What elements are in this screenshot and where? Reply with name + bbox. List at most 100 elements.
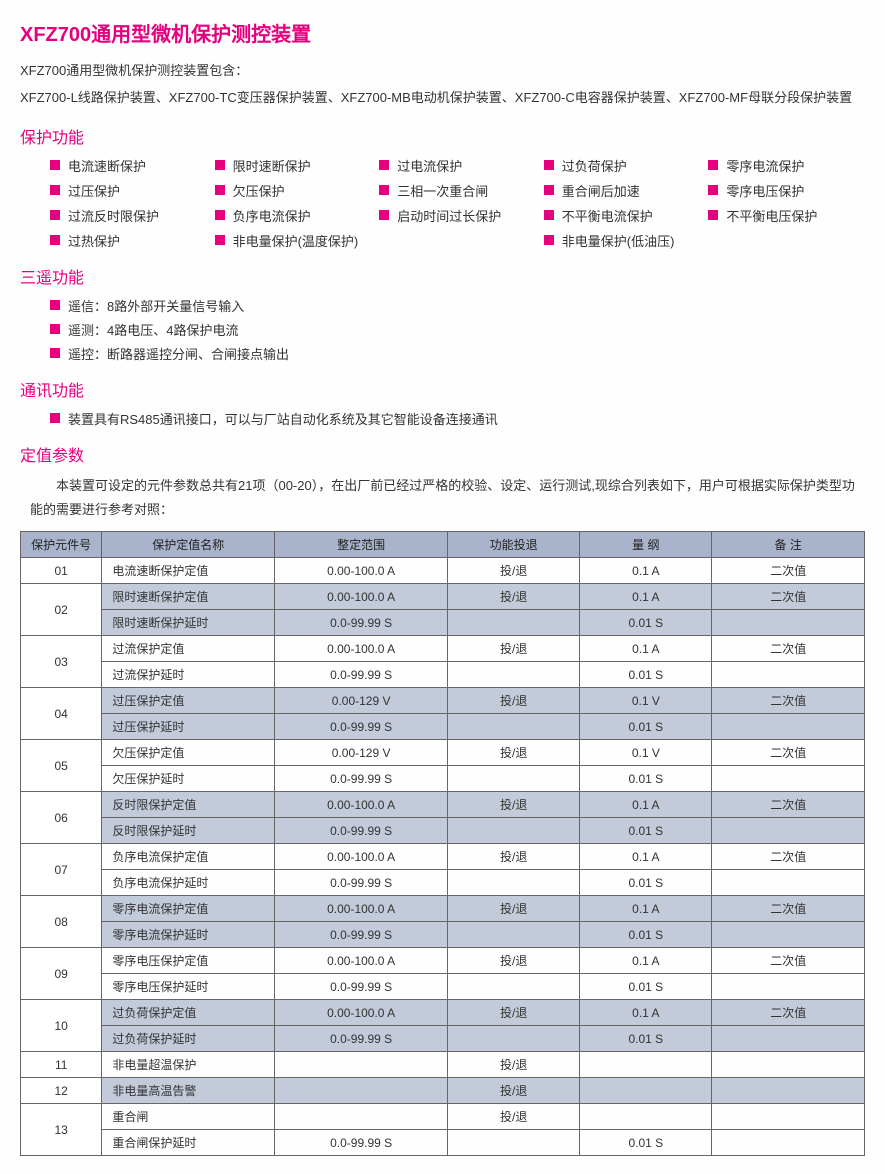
table-row: 零序电压保护延时0.0-99.99 S0.01 S: [21, 974, 865, 1000]
table-cell: 投/退: [448, 948, 580, 974]
table-cell: 0.1 A: [580, 844, 712, 870]
protect-label: 三相一次重合闸: [397, 181, 488, 200]
protect-label: 过电流保护: [397, 156, 462, 175]
table-cell: 反时限保护定值: [102, 792, 275, 818]
table-cell: [275, 1052, 448, 1078]
table-row: 07负序电流保护定值0.00-100.0 A投/退0.1 A二次值: [21, 844, 865, 870]
protect-label: 零序电流保护: [726, 156, 804, 175]
table-cell: 0.00-129 V: [275, 688, 448, 714]
table-row: 限时速断保护延时0.0-99.99 S0.01 S: [21, 610, 865, 636]
table-cell: 0.0-99.99 S: [275, 870, 448, 896]
param-table: 保护元件号保护定值名称整定范围功能投退量 纲备 注01电流速断保护定值0.00-…: [20, 531, 865, 1156]
table-cell: 0.0-99.99 S: [275, 974, 448, 1000]
table-cell: 欠压保护延时: [102, 766, 275, 792]
protect-item: 过压保护: [50, 181, 207, 200]
protect-label: 过负荷保护: [562, 156, 627, 175]
table-row: 08零序电流保护定值0.00-100.0 A投/退0.1 A二次值: [21, 896, 865, 922]
table-cell: [275, 1104, 448, 1130]
bullet-icon: [50, 348, 60, 358]
table-cell: 0.0-99.99 S: [275, 818, 448, 844]
sanyao-label: 遥测：4路电压、4路保护电流: [68, 320, 238, 339]
sanyao-label: 遥信：8路外部开关量信号输入: [68, 296, 244, 315]
table-cell: [580, 1104, 712, 1130]
sanyao-item: 遥信：8路外部开关量信号输入: [50, 296, 865, 315]
table-cell: 二次值: [712, 792, 865, 818]
table-cell: 反时限保护延时: [102, 818, 275, 844]
protect-item: 电流速断保护: [50, 156, 207, 175]
table-row: 反时限保护延时0.0-99.99 S0.01 S: [21, 818, 865, 844]
id-cell: 01: [21, 558, 102, 584]
table-cell: 重合闸: [102, 1104, 275, 1130]
table-cell: 0.0-99.99 S: [275, 1130, 448, 1156]
table-cell: [448, 714, 580, 740]
table-cell: 投/退: [448, 688, 580, 714]
table-cell: 限时速断保护延时: [102, 610, 275, 636]
table-cell: 0.1 A: [580, 948, 712, 974]
bullet-icon: [50, 324, 60, 334]
bullet-icon: [50, 413, 60, 423]
protect-label: 电流速断保护: [68, 156, 146, 175]
table-cell: 投/退: [448, 1052, 580, 1078]
protect-label: 启动时间过长保护: [397, 206, 501, 225]
table-cell: 0.00-100.0 A: [275, 558, 448, 584]
table-cell: 0.1 A: [580, 584, 712, 610]
table-row: 11非电量超温保护投/退: [21, 1052, 865, 1078]
table-cell: 0.01 S: [580, 870, 712, 896]
table-cell: [712, 610, 865, 636]
table-row: 04过压保护定值0.00-129 V投/退0.1 V二次值: [21, 688, 865, 714]
table-row: 过压保护延时0.0-99.99 S0.01 S: [21, 714, 865, 740]
table-cell: 投/退: [448, 896, 580, 922]
table-row: 02限时速断保护定值0.00-100.0 A投/退0.1 A二次值: [21, 584, 865, 610]
table-cell: 0.1 V: [580, 740, 712, 766]
protect-item: 负序电流保护: [215, 206, 372, 225]
table-header: 保护定值名称: [102, 532, 275, 558]
bullet-icon: [50, 300, 60, 310]
protect-item: 过热保护: [50, 231, 207, 250]
table-cell: 过流保护定值: [102, 636, 275, 662]
table-header: 保护元件号: [21, 532, 102, 558]
protect-label: 非电量保护(低油压): [562, 231, 675, 250]
bullet-icon: [215, 160, 225, 170]
table-cell: 0.1 A: [580, 896, 712, 922]
table-cell: [712, 1104, 865, 1130]
table-cell: 0.01 S: [580, 662, 712, 688]
table-header: 量 纲: [580, 532, 712, 558]
table-cell: 0.00-129 V: [275, 740, 448, 766]
protect-item: 不平衡电流保护: [544, 206, 701, 225]
table-cell: 零序电压保护定值: [102, 948, 275, 974]
protect-label: 过热保护: [68, 231, 120, 250]
bullet-icon: [215, 185, 225, 195]
table-header: 整定范围: [275, 532, 448, 558]
table-cell: [712, 662, 865, 688]
table-cell: 负序电流保护定值: [102, 844, 275, 870]
table-cell: 二次值: [712, 558, 865, 584]
protect-item: 欠压保护: [215, 181, 372, 200]
table-cell: [712, 1026, 865, 1052]
protect-item: [379, 231, 536, 250]
table-row: 13重合闸投/退: [21, 1104, 865, 1130]
table-row: 过流保护延时0.0-99.99 S0.01 S: [21, 662, 865, 688]
id-cell: 02: [21, 584, 102, 636]
bullet-icon: [708, 185, 718, 195]
id-cell: 06: [21, 792, 102, 844]
section-comm: 通讯功能: [20, 377, 865, 401]
bullet-icon: [708, 210, 718, 220]
table-cell: 0.00-100.0 A: [275, 584, 448, 610]
protect-item: [708, 231, 865, 250]
table-cell: 二次值: [712, 896, 865, 922]
table-row: 05欠压保护定值0.00-129 V投/退0.1 V二次值: [21, 740, 865, 766]
bullet-icon: [544, 235, 554, 245]
table-cell: 0.0-99.99 S: [275, 766, 448, 792]
section-protect: 保护功能: [20, 124, 865, 148]
param-intro: 本装置可设定的元件参数总共有21项（00-20），在出厂前已经过严格的校验、设定…: [20, 474, 865, 523]
table-cell: 二次值: [712, 688, 865, 714]
table-cell: 过压保护定值: [102, 688, 275, 714]
table-cell: 0.0-99.99 S: [275, 1026, 448, 1052]
bullet-icon: [215, 210, 225, 220]
table-cell: 投/退: [448, 1000, 580, 1026]
sanyao-item: 遥测：4路电压、4路保护电流: [50, 320, 865, 339]
page-title: XFZ700通用型微机保护测控装置: [20, 18, 865, 47]
table-row: 10过负荷保护定值0.00-100.0 A投/退0.1 A二次值: [21, 1000, 865, 1026]
table-cell: 二次值: [712, 948, 865, 974]
table-cell: [448, 766, 580, 792]
